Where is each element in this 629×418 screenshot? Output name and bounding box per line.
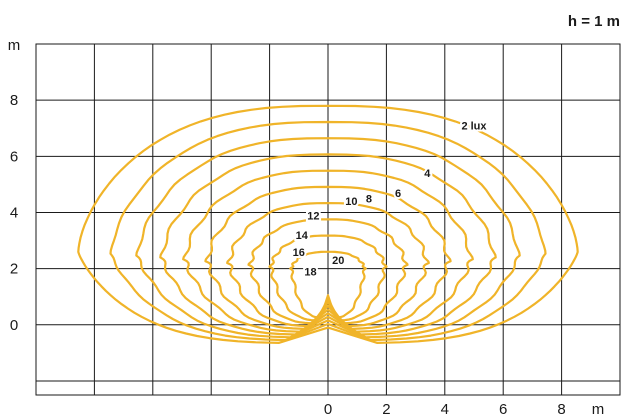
grid-layer bbox=[36, 44, 620, 395]
y-axis-unit: m bbox=[8, 37, 21, 54]
contour-label-10: 10 bbox=[345, 196, 357, 208]
plot-frame bbox=[35, 43, 621, 396]
chart-title: h = 1 m bbox=[568, 13, 620, 30]
isolux-contour-4 bbox=[109, 120, 547, 342]
y-tick-label: 8 bbox=[10, 92, 18, 109]
contour-label-14: 14 bbox=[296, 230, 309, 242]
x-axis-unit: m bbox=[592, 401, 605, 418]
contour-label-layer: 2 lux 4 6 8 10 12 14 16 18 20 bbox=[291, 118, 490, 280]
isolux-contour-12 bbox=[204, 185, 452, 330]
y-tick-label: 6 bbox=[10, 148, 18, 165]
isolux-contour-16 bbox=[247, 218, 409, 325]
x-tick-label: 6 bbox=[499, 401, 507, 418]
contour-label-18: 18 bbox=[304, 266, 316, 278]
isolux-contour-18 bbox=[268, 234, 388, 322]
contour-layer bbox=[77, 104, 579, 344]
y-tick-label: 2 bbox=[10, 261, 18, 278]
contour-label-6: 6 bbox=[395, 188, 401, 200]
isolux-contour-2 bbox=[77, 104, 579, 344]
isolux-contour-8 bbox=[159, 153, 497, 336]
contour-label-8: 8 bbox=[366, 193, 372, 205]
x-tick-label: 0 bbox=[324, 401, 332, 418]
contour-label-2: 2 lux bbox=[461, 120, 487, 132]
y-tick-label: 4 bbox=[10, 204, 18, 221]
contour-label-20: 20 bbox=[332, 255, 344, 267]
isolux-contour-14 bbox=[226, 202, 430, 328]
contour-label-16: 16 bbox=[293, 247, 305, 259]
contour-label-4: 4 bbox=[424, 168, 431, 180]
isolux-contour-6 bbox=[135, 137, 521, 339]
contour-label-12: 12 bbox=[307, 210, 319, 222]
isolux-contour-20 bbox=[289, 250, 367, 319]
y-tick-label: 0 bbox=[10, 317, 18, 334]
x-tick-label: 2 bbox=[382, 401, 390, 418]
x-tick-label: 8 bbox=[557, 401, 565, 418]
tick-layer: 0 2 4 6 8 0 2 4 6 8 bbox=[10, 92, 566, 418]
isolux-contour-10 bbox=[182, 169, 474, 333]
x-tick-label: 4 bbox=[441, 401, 449, 418]
